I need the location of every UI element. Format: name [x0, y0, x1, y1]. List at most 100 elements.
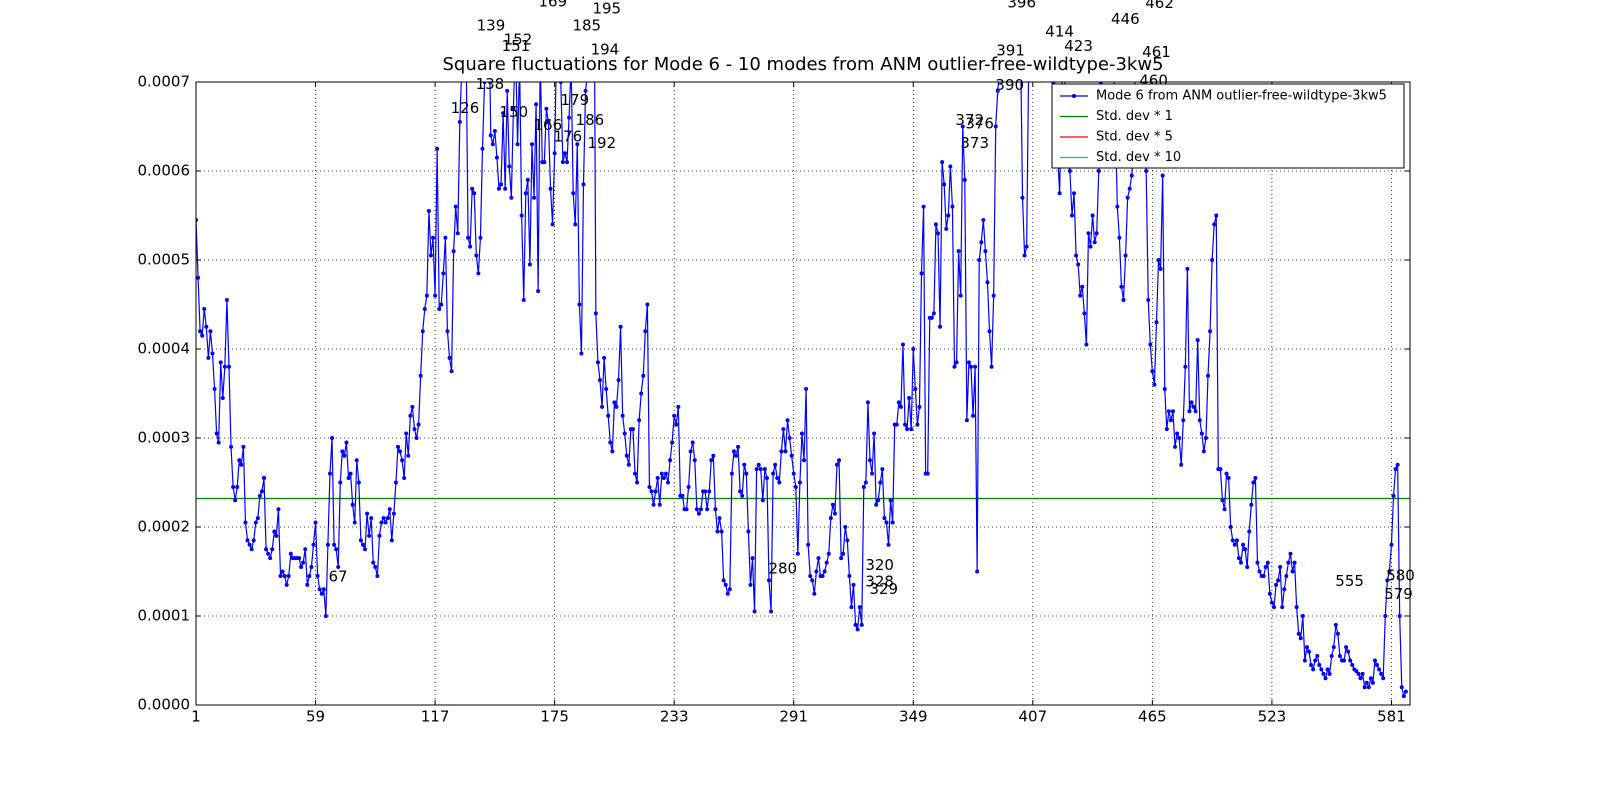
- data-point: [769, 609, 774, 614]
- data-point: [200, 333, 205, 338]
- data-point: [620, 413, 625, 418]
- data-point: [806, 542, 811, 547]
- data-point: [1280, 605, 1285, 610]
- data-point: [867, 458, 872, 463]
- data-point: [993, 124, 998, 129]
- x-tick-label: 407: [1018, 708, 1047, 726]
- x-tick-label: 1: [191, 708, 201, 726]
- data-point: [1249, 502, 1254, 507]
- data-point: [880, 467, 885, 472]
- data-point: [795, 551, 800, 556]
- data-point: [882, 516, 887, 521]
- data-point: [1022, 253, 1027, 258]
- data-point: [1257, 569, 1262, 574]
- data-point: [911, 347, 916, 351]
- y-tick-label: 0.0002: [138, 518, 191, 536]
- data-point: [723, 582, 728, 587]
- data-point: [259, 489, 264, 494]
- data-point: [1170, 409, 1175, 414]
- data-point: [663, 471, 668, 476]
- data-point: [1304, 645, 1309, 650]
- data-point: [1094, 231, 1099, 236]
- data-point: [1195, 338, 1200, 343]
- data-point: [1177, 436, 1182, 440]
- data-point: [1284, 573, 1289, 578]
- data-point: [550, 222, 555, 227]
- data-point: [1333, 622, 1338, 627]
- data-point: [418, 373, 423, 378]
- data-point: [373, 565, 378, 570]
- data-point: [680, 493, 685, 498]
- data-point: [643, 329, 648, 334]
- x-tick-label: 465: [1138, 708, 1167, 726]
- data-point: [1162, 387, 1167, 392]
- data-point: [894, 422, 899, 427]
- data-point: [725, 591, 730, 596]
- data-point: [703, 489, 708, 494]
- data-point: [239, 462, 244, 467]
- data-point: [973, 364, 978, 369]
- data-point: [268, 556, 273, 561]
- data-point: [1383, 614, 1388, 618]
- data-point: [734, 453, 739, 458]
- data-point: [367, 533, 372, 538]
- data-point: [647, 484, 652, 489]
- data-point: [787, 436, 792, 440]
- data-point: [229, 444, 234, 449]
- x-tick-label: 59: [306, 708, 325, 726]
- data-point: [208, 329, 213, 334]
- data-point: [837, 458, 842, 463]
- data-point: [1018, 36, 1022, 40]
- data-point: [626, 462, 631, 467]
- data-point: [1191, 404, 1196, 409]
- data-point: [1286, 560, 1291, 565]
- data-point: [472, 191, 477, 196]
- data-point: [297, 556, 302, 561]
- data-point: [655, 476, 660, 481]
- data-point: [1222, 507, 1227, 512]
- data-point: [470, 186, 475, 191]
- data-point: [317, 587, 322, 592]
- data-point: [255, 516, 260, 521]
- data-point: [428, 253, 433, 258]
- data-point: [466, 235, 471, 240]
- point-annotation: 462: [1145, 0, 1174, 12]
- data-point: [1230, 538, 1235, 543]
- data-point: [1082, 311, 1087, 316]
- data-point: [919, 271, 924, 276]
- data-point: [224, 298, 229, 303]
- data-point: [1212, 222, 1217, 227]
- data-point: [1069, 213, 1074, 218]
- data-point: [1251, 480, 1256, 485]
- data-point: [356, 480, 361, 485]
- data-point: [439, 302, 444, 307]
- data-point: [822, 569, 827, 574]
- data-point: [694, 507, 699, 512]
- data-point: [478, 235, 483, 240]
- data-point: [672, 413, 677, 418]
- data-point: [276, 507, 281, 512]
- data-point: [332, 542, 337, 547]
- data-point: [499, 182, 504, 187]
- data-point: [812, 591, 817, 596]
- data-point: [921, 204, 926, 209]
- data-point: [1150, 369, 1155, 374]
- point-annotation: 329: [869, 580, 898, 598]
- data-point: [555, 36, 559, 40]
- data-point: [216, 440, 221, 445]
- data-point: [886, 542, 891, 547]
- data-point: [575, 142, 580, 147]
- data-point: [789, 453, 794, 458]
- data-point: [381, 516, 386, 521]
- data-point: [529, 142, 534, 147]
- data-point: [532, 195, 537, 200]
- data-point: [985, 280, 990, 285]
- y-tick-label: 0.0007: [138, 73, 191, 91]
- data-point: [515, 142, 520, 147]
- data-point: [1362, 685, 1367, 690]
- data-point: [839, 556, 844, 561]
- data-line: [196, 82, 1407, 698]
- data-point: [1020, 195, 1025, 200]
- chart-title: Square fluctuations for Mode 6 - 10 mode…: [442, 54, 1163, 75]
